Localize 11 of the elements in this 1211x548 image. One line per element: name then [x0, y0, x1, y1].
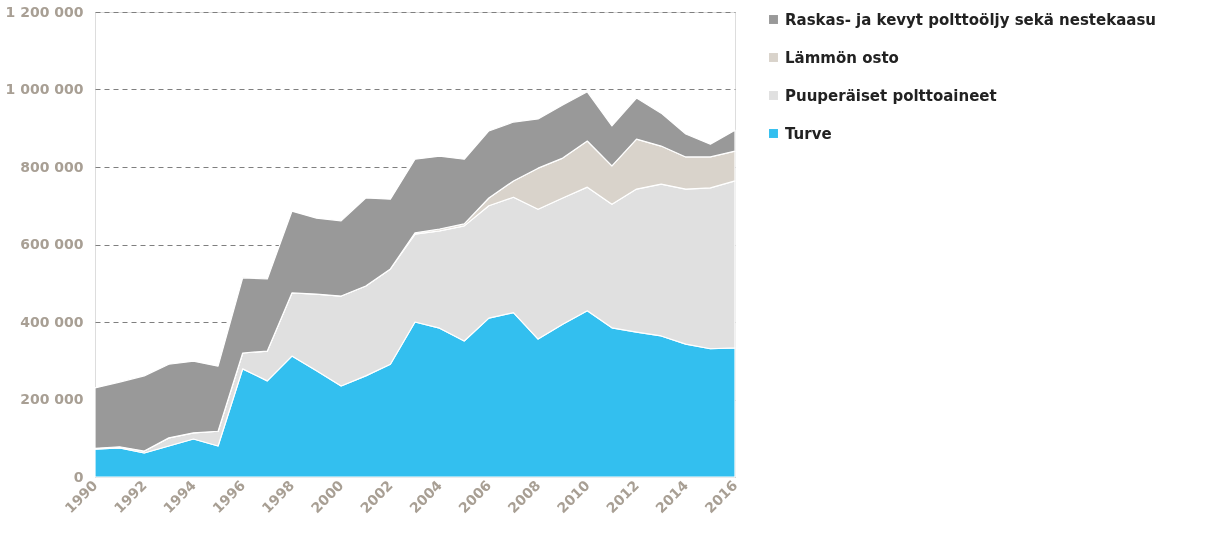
- y-tick-label: 1 200 000: [5, 3, 84, 20]
- legend-label: Puuperäiset polttoaineet: [785, 86, 997, 105]
- legend-label: Turve: [785, 124, 832, 143]
- y-tick-label: 1 000 000: [5, 81, 84, 97]
- y-tick-label: 600 000: [20, 236, 84, 252]
- legend-label: Lämmön osto: [785, 48, 899, 67]
- y-tick-label: 0: [73, 468, 84, 485]
- legend-label: Raskas- ja kevyt polttoöljy sekä nestekaasu: [785, 10, 1157, 29]
- y-tick-label: 400 000: [20, 313, 84, 330]
- y-tick-label: 800 000: [20, 158, 84, 175]
- y-tick-label: 200 000: [20, 391, 84, 407]
